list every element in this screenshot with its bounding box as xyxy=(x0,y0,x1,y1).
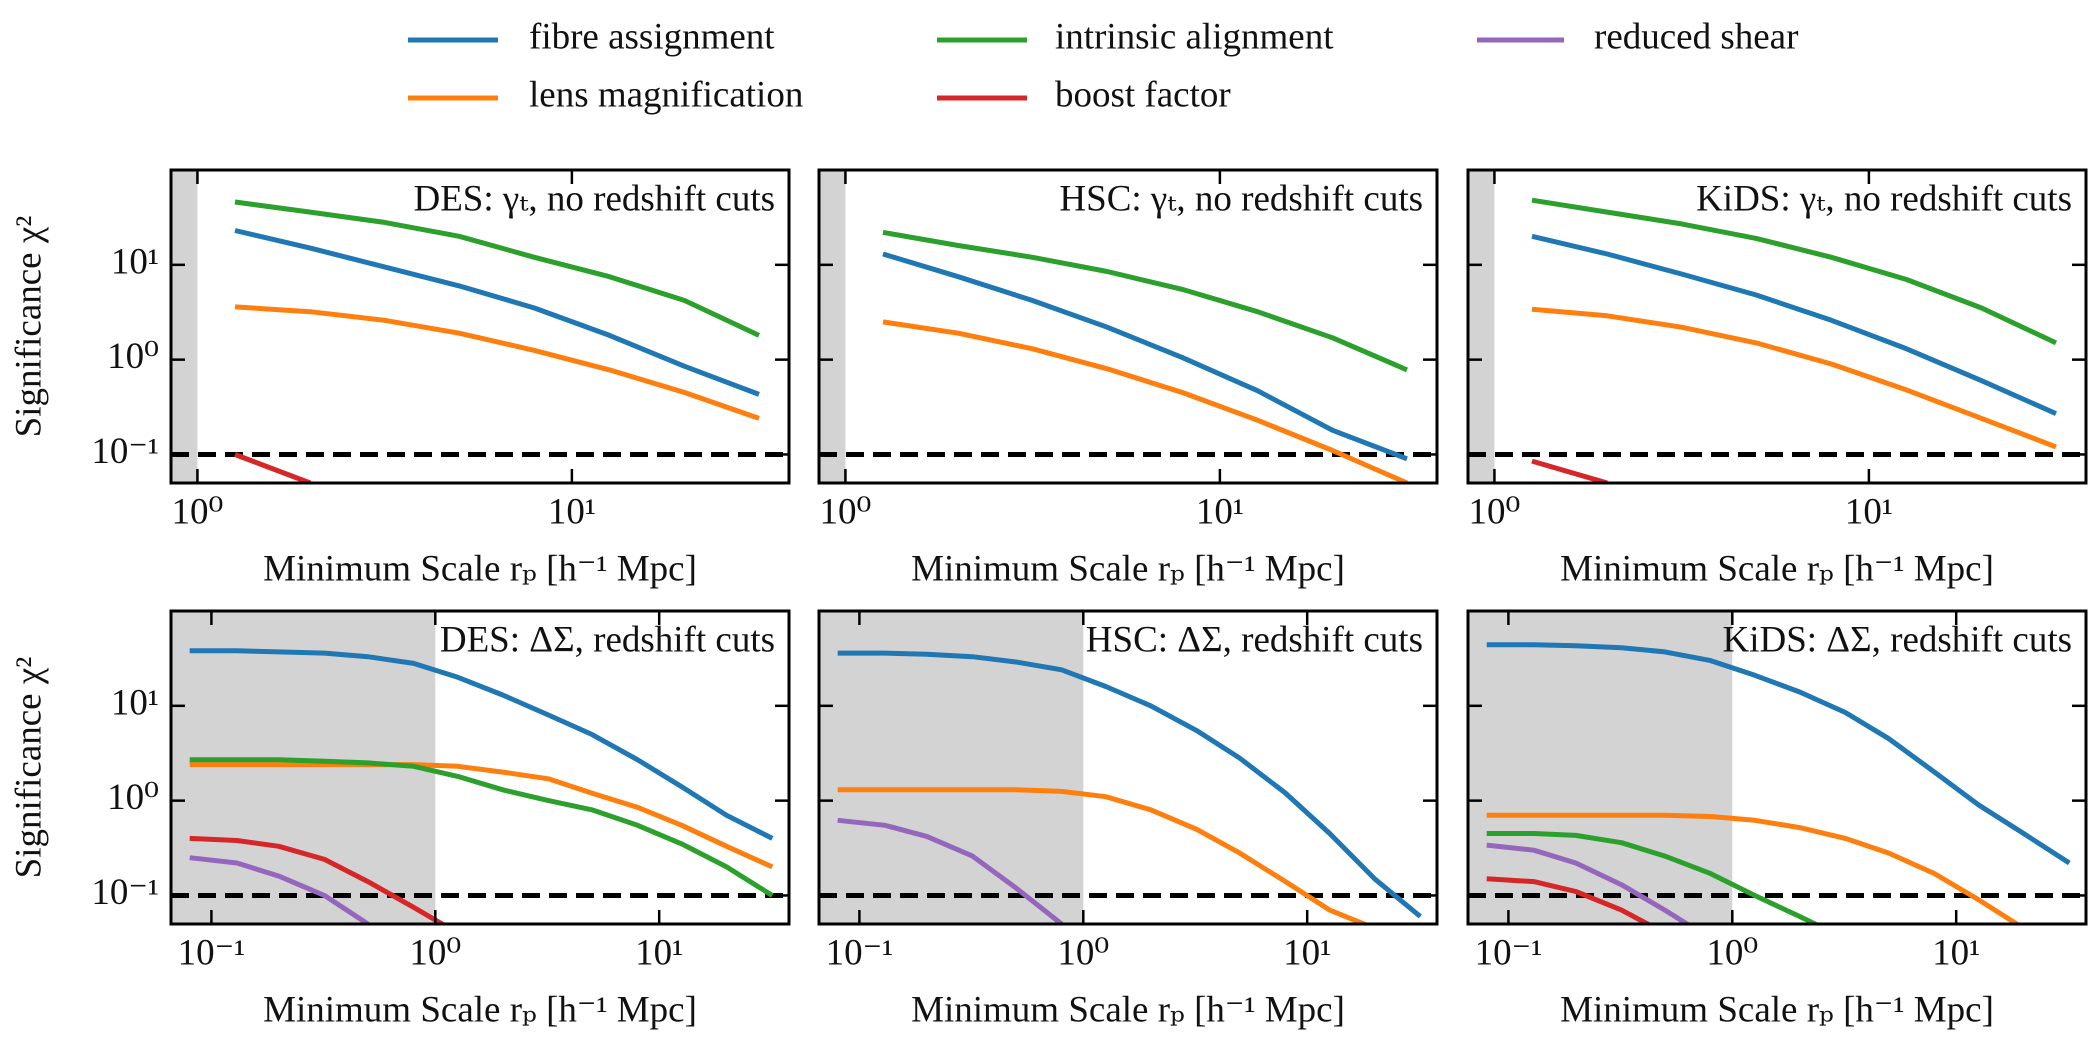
y-tick-label: 10¹ xyxy=(111,682,159,723)
x-tick-label: 10⁰ xyxy=(409,932,461,973)
panel: 10⁻¹ 10⁰ 10¹ KiDS: ΔΣ, redshift cuts Minimum… xyxy=(1466,609,2088,1030)
series-line xyxy=(837,817,1064,924)
y-tick-label: 10⁰ xyxy=(107,777,159,818)
panel-frame xyxy=(169,168,791,485)
panel-title: HSC: ΔΣ, redshift cuts xyxy=(1086,619,1423,660)
plot-area xyxy=(819,170,1437,483)
legend-label: intrinsic alignment xyxy=(1055,16,1334,57)
series-line xyxy=(234,304,760,421)
y-tick-label: 10⁻¹ xyxy=(91,872,159,913)
series-line xyxy=(1486,876,1653,924)
panel-frame xyxy=(817,168,1439,485)
panel-title: HSC: γₜ, no redshift cuts xyxy=(1059,178,1423,219)
x-tick-label: 10¹ xyxy=(1845,491,1893,532)
series-line xyxy=(189,762,774,870)
series-line xyxy=(189,757,774,898)
x-axis-label: Minimum Scale rₚ [h⁻¹ Mpc] xyxy=(263,989,697,1030)
x-tick-label: 10⁰ xyxy=(172,491,224,532)
series-line xyxy=(1531,197,2058,346)
plot-area xyxy=(171,170,789,483)
y-axis-label: Significance χ² xyxy=(8,657,49,879)
x-axis-label: Minimum Scale rₚ [h⁻¹ Mpc] xyxy=(911,548,1345,589)
series-line xyxy=(1486,842,1692,924)
series-line xyxy=(837,787,1371,924)
plot-area xyxy=(819,611,1437,924)
x-tick-label: 10⁰ xyxy=(820,491,872,532)
series-line xyxy=(1486,642,2071,866)
shaded-region xyxy=(1468,170,1495,483)
panel-frame xyxy=(817,609,1439,926)
x-tick-label: 10⁰ xyxy=(1706,932,1758,973)
panel: 10⁻¹ 10⁰ 10¹ 10⁻¹ 10⁰ 10¹ DES: ΔΣ, redshift cu… xyxy=(8,609,791,1030)
x-axis-label: Minimum Scale rₚ [h⁻¹ Mpc] xyxy=(1560,548,1994,589)
series-line xyxy=(234,452,312,483)
series-line xyxy=(882,229,1408,373)
x-tick-label: 10⁻¹ xyxy=(1475,932,1543,973)
y-tick-label: 10¹ xyxy=(111,241,159,282)
legend: fibre assignment lens magnification intr… xyxy=(408,16,1798,115)
panel-frame xyxy=(1466,168,2088,485)
legend-label: boost factor xyxy=(1055,74,1231,115)
legend-label: reduced shear xyxy=(1594,16,1798,57)
series-line xyxy=(1486,812,2022,924)
panel-title: KiDS: ΔΣ, redshift cuts xyxy=(1722,619,2072,660)
plot-area xyxy=(171,611,789,924)
series-line xyxy=(837,650,1422,919)
panel-title: DES: γₜ, no redshift cuts xyxy=(413,178,775,219)
panel: 10⁰ 10¹ KiDS: γₜ, no redshift cuts Minimum … xyxy=(1466,168,2088,589)
x-tick-label: 10¹ xyxy=(1283,932,1331,973)
series-line xyxy=(1486,831,1821,924)
panel-title: KiDS: γₜ, no redshift cuts xyxy=(1696,178,2072,219)
panel-frame xyxy=(1466,609,2088,926)
series-line xyxy=(882,319,1409,483)
panel: 10⁰ 10¹ 10⁻¹ 10⁰ 10¹ DES: γₜ, no redshift cut… xyxy=(8,168,791,589)
x-axis-label: Minimum Scale rₚ [h⁻¹ Mpc] xyxy=(911,989,1345,1030)
panel: 10⁻¹ 10⁰ 10¹ HSC: ΔΣ, redshift cuts Minimum … xyxy=(817,609,1439,1030)
plot-area xyxy=(1468,611,2086,924)
y-axis-label: Significance χ² xyxy=(8,216,49,438)
x-tick-label: 10¹ xyxy=(548,491,596,532)
series-line xyxy=(189,835,448,924)
shaded-region xyxy=(171,611,436,924)
x-tick-label: 10¹ xyxy=(1932,932,1980,973)
series-line xyxy=(1531,306,2057,450)
legend-label: lens magnification xyxy=(529,74,803,115)
x-tick-label: 10⁻¹ xyxy=(826,932,894,973)
series-line xyxy=(234,228,760,397)
panel-title: DES: ΔΣ, redshift cuts xyxy=(440,619,775,660)
shaded-region xyxy=(819,611,1084,924)
series-line xyxy=(189,648,774,841)
series-line xyxy=(1531,233,2058,416)
x-tick-label: 10¹ xyxy=(1196,491,1244,532)
plot-area xyxy=(1468,170,2086,483)
x-tick-label: 10⁻¹ xyxy=(178,932,246,973)
x-tick-label: 10⁰ xyxy=(1469,491,1521,532)
x-tick-label: 10⁰ xyxy=(1057,932,1109,973)
x-axis-label: Minimum Scale rₚ [h⁻¹ Mpc] xyxy=(263,548,697,589)
legend-label: fibre assignment xyxy=(529,16,775,57)
series-line xyxy=(189,855,370,924)
x-axis-label: Minimum Scale rₚ [h⁻¹ Mpc] xyxy=(1560,989,1994,1030)
series-line xyxy=(882,251,1408,462)
series-line xyxy=(1531,458,1608,483)
y-tick-label: 10⁰ xyxy=(107,336,159,377)
y-tick-label: 10⁻¹ xyxy=(91,431,159,472)
shaded-region xyxy=(819,170,846,483)
shaded-region xyxy=(171,170,198,483)
panel: 10⁰ 10¹ HSC: γₜ, no redshift cuts Minimum S… xyxy=(817,168,1439,589)
series-line xyxy=(234,199,761,338)
x-tick-label: 10¹ xyxy=(635,932,683,973)
panel-frame xyxy=(169,609,791,926)
